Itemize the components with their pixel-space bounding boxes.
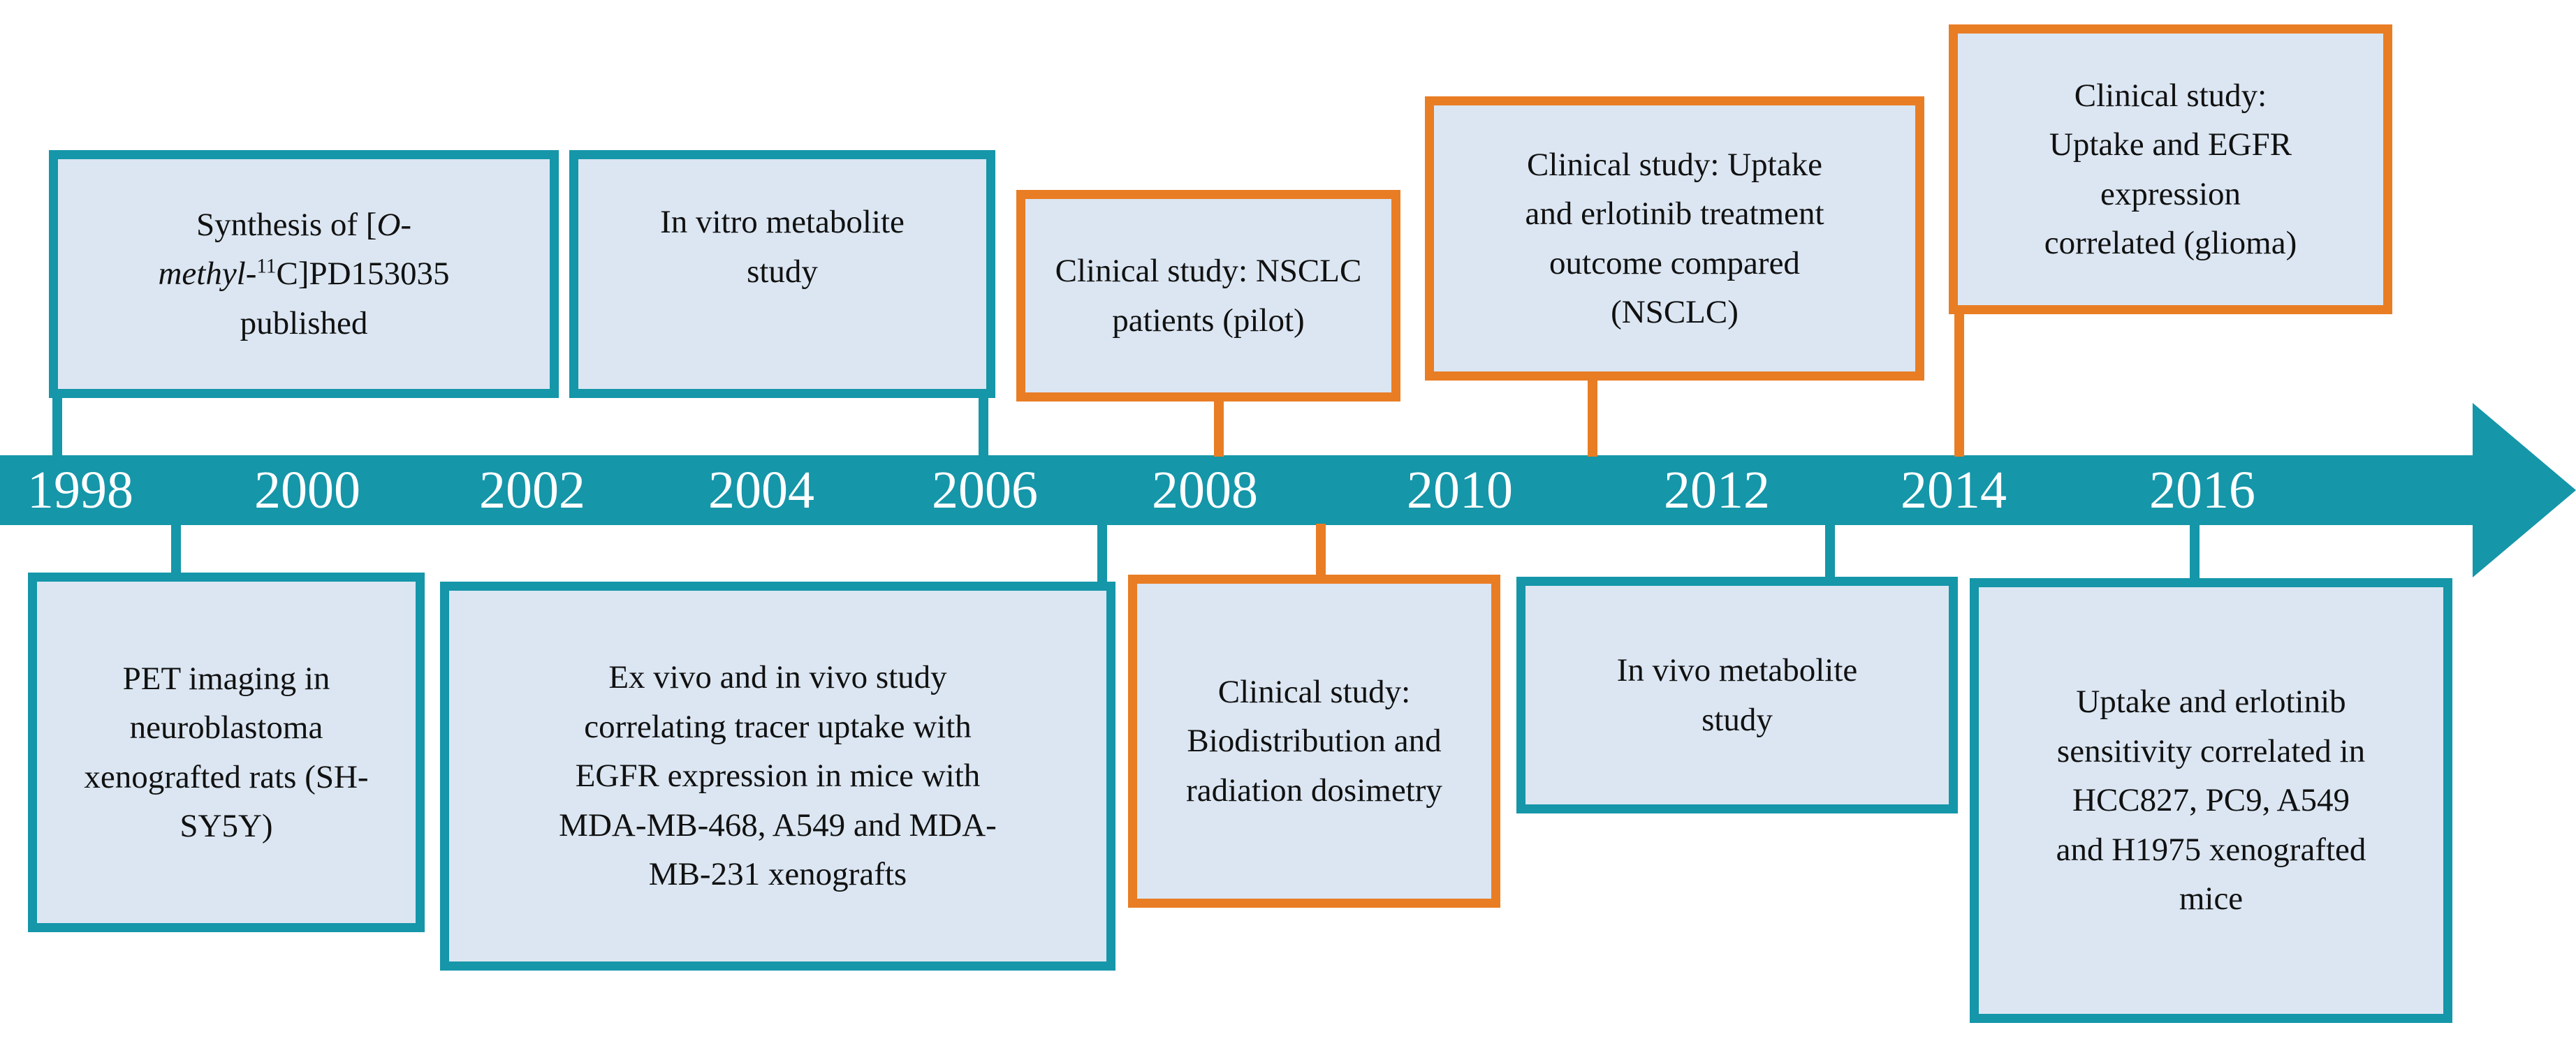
year-label-2010: 2010 [1407, 461, 1513, 520]
event-box-in-vitro-metabolite: In vitro metabolite study [569, 150, 995, 398]
connector-glioma [1954, 313, 1964, 457]
event-box-ex-vivo-study: Ex vivo and in vivo study correlating tr… [440, 582, 1115, 971]
connector-biodistribution [1316, 524, 1326, 578]
connector-erlotinib-sensitivity [2190, 524, 2200, 581]
year-label-1998: 1998 [27, 461, 133, 520]
event-text-pet-neuroblastoma: PET imaging in neuroblastoma xenografted… [84, 660, 369, 845]
event-box-erlotinib-sensitivity: Uptake and erlotinib sensitivity correla… [1970, 578, 2452, 1023]
timeline-arrowhead-icon [2473, 403, 2576, 577]
year-label-2014: 2014 [1901, 461, 2007, 520]
timeline-bar [0, 455, 2477, 525]
event-text-glioma: Clinical study: Uptake and EGFR expressi… [2044, 77, 2297, 262]
year-label-2016: 2016 [2149, 461, 2255, 520]
event-box-in-vivo-metabolite: In vivo metabolite study [1516, 577, 1958, 813]
event-text-biodistribution: Clinical study: Biodistribution and radi… [1186, 673, 1442, 809]
connector-in-vitro-metabolite [979, 397, 988, 457]
event-text-erlotinib-sensitivity: Uptake and erlotinib sensitivity correla… [2056, 684, 2366, 918]
year-label-2004: 2004 [708, 461, 814, 520]
event-text-in-vitro-metabolite: In vitro metabolite study [660, 204, 905, 290]
year-label-2000: 2000 [254, 461, 360, 520]
connector-in-vivo-metabolite [1825, 524, 1835, 580]
year-label-2012: 2012 [1664, 461, 1770, 520]
event-box-biodistribution: Clinical study: Biodistribution and radi… [1128, 575, 1500, 908]
connector-nsclc-pilot [1214, 400, 1224, 457]
event-box-erlotinib-outcome: Clinical study: Uptake and erlotinib tre… [1425, 96, 1924, 381]
connector-synthesis [52, 397, 62, 457]
connector-erlotinib-outcome [1588, 379, 1597, 457]
event-box-pet-neuroblastoma: PET imaging in neuroblastoma xenografted… [28, 573, 425, 932]
event-box-nsclc-pilot: Clinical study: NSCLC patients (pilot) [1016, 190, 1400, 401]
connector-pet-neuroblastoma [171, 524, 181, 575]
year-label-2006: 2006 [932, 461, 1038, 520]
event-text-ex-vivo-study: Ex vivo and in vivo study correlating tr… [559, 659, 997, 893]
event-text-nsclc-pilot: Clinical study: NSCLC patients (pilot) [1055, 253, 1362, 339]
event-text-synthesis-published: Synthesis of [O-methyl-11C]PD153035 publi… [158, 206, 450, 341]
event-box-glioma: Clinical study: Uptake and EGFR expressi… [1949, 24, 2392, 314]
year-label-2008: 2008 [1152, 461, 1258, 520]
connector-ex-vivo-study [1097, 524, 1107, 585]
event-box-synthesis-published: Synthesis of [O-methyl-11C]PD153035 publi… [49, 150, 559, 398]
year-label-2002: 2002 [479, 461, 585, 520]
event-text-erlotinib-outcome: Clinical study: Uptake and erlotinib tre… [1525, 146, 1824, 331]
event-text-in-vivo-metabolite: In vivo metabolite study [1616, 652, 1858, 738]
